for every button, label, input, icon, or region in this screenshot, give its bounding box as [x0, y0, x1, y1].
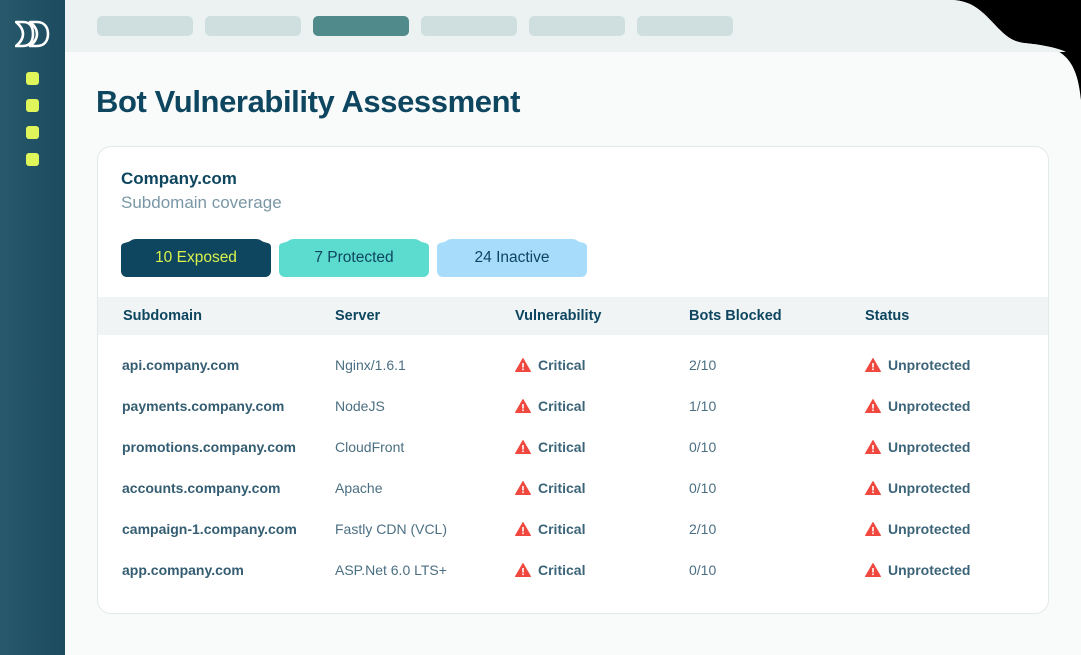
header-bots-blocked[interactable]: Bots Blocked — [689, 308, 782, 324]
warning-triangle-icon — [865, 521, 881, 536]
header-server[interactable]: Server — [335, 308, 381, 324]
warning-triangle-icon — [865, 439, 881, 454]
vulnerability-label: Critical — [538, 438, 586, 455]
card-subtitle: Subdomain coverage — [121, 193, 282, 212]
status-label: Unprotected — [888, 397, 971, 414]
vulnerability-cell: Critical — [490, 467, 664, 508]
subdomain-table: Subdomain Server Vulnerability Bots Bloc… — [98, 297, 1048, 590]
vulnerability-cell: Critical — [490, 426, 664, 467]
vulnerability-label: Critical — [538, 520, 586, 537]
coverage-filter-pills: 10 Exposed 7 Protected 24 Inactive — [121, 239, 587, 277]
subdomain-cell: accounts.company.com — [122, 479, 281, 496]
tab-6[interactable] — [637, 16, 733, 36]
vulnerability-cell: Critical — [490, 385, 664, 426]
top-tab-bar — [97, 16, 733, 36]
server-cell: Nginx/1.6.1 — [335, 356, 406, 373]
header-status[interactable]: Status — [865, 308, 910, 324]
table-row[interactable]: app.company.com ASP.Net 6.0 LTS+ Critica… — [98, 549, 1048, 590]
sidebar-nav-item-3[interactable] — [26, 126, 39, 139]
server-cell: NodeJS — [335, 397, 385, 414]
bots-blocked-cell: 2/10 — [689, 356, 717, 373]
vulnerability-label: Critical — [538, 479, 586, 496]
page-title: Bot Vulnerability Assessment — [96, 84, 521, 119]
table-body: api.company.com Nginx/1.6.1 Critical 2/1… — [98, 335, 1048, 590]
vulnerability-cell: Critical — [490, 344, 664, 385]
warning-triangle-icon — [865, 357, 881, 372]
protected-filter-pill[interactable]: 7 Protected — [279, 239, 429, 277]
warning-triangle-icon — [515, 357, 531, 372]
dd-logo-icon[interactable] — [15, 20, 51, 48]
bots-blocked-cell: 1/10 — [689, 397, 717, 414]
bots-blocked-cell: 0/10 — [689, 479, 717, 496]
warning-triangle-icon — [515, 480, 531, 495]
status-cell: Unprotected — [840, 549, 1048, 590]
status-label: Unprotected — [888, 561, 971, 578]
status-cell: Unprotected — [840, 467, 1048, 508]
subdomain-cell: promotions.company.com — [122, 438, 296, 455]
bots-blocked-cell: 2/10 — [689, 520, 717, 537]
inactive-pill-label: 24 Inactive — [474, 249, 550, 266]
status-cell: Unprotected — [840, 344, 1048, 385]
table-header: Subdomain Server Vulnerability Bots Bloc… — [98, 297, 1048, 335]
pill-shape — [437, 239, 587, 277]
warning-triangle-icon — [515, 398, 531, 413]
table-row[interactable]: promotions.company.com CloudFront Critic… — [98, 426, 1048, 467]
sidebar — [0, 0, 65, 655]
subdomain-coverage-card: Company.com Subdomain coverage 10 Expose… — [97, 146, 1049, 614]
table-row[interactable]: api.company.com Nginx/1.6.1 Critical 2/1… — [98, 344, 1048, 385]
header-vulnerability[interactable]: Vulnerability — [515, 308, 602, 324]
warning-triangle-icon — [515, 562, 531, 577]
warning-triangle-icon — [865, 562, 881, 577]
tab-2[interactable] — [205, 16, 301, 36]
warning-triangle-icon — [865, 398, 881, 413]
table-row[interactable]: campaign-1.company.com Fastly CDN (VCL) … — [98, 508, 1048, 549]
tab-5[interactable] — [529, 16, 625, 36]
subdomain-cell: api.company.com — [122, 356, 240, 373]
warning-triangle-icon — [515, 439, 531, 454]
header-subdomain[interactable]: Subdomain — [123, 308, 202, 324]
status-label: Unprotected — [888, 438, 971, 455]
exposed-filter-pill[interactable]: 10 Exposed — [121, 239, 271, 277]
card-title: Company.com — [121, 169, 237, 188]
protected-pill-label: 7 Protected — [314, 249, 394, 266]
inactive-filter-pill[interactable]: 24 Inactive — [437, 239, 587, 277]
pill-shape — [121, 239, 271, 277]
server-cell: ASP.Net 6.0 LTS+ — [335, 561, 447, 578]
status-cell: Unprotected — [840, 385, 1048, 426]
warning-triangle-icon — [515, 521, 531, 536]
status-cell: Unprotected — [840, 426, 1048, 467]
vulnerability-label: Critical — [538, 561, 586, 578]
status-label: Unprotected — [888, 520, 971, 537]
vulnerability-cell: Critical — [490, 508, 664, 549]
sidebar-nav-item-4[interactable] — [26, 153, 39, 166]
status-label: Unprotected — [888, 356, 971, 373]
subdomain-cell: payments.company.com — [122, 397, 285, 414]
tab-3-active[interactable] — [313, 16, 409, 36]
server-cell: Fastly CDN (VCL) — [335, 520, 448, 537]
tab-4[interactable] — [421, 16, 517, 36]
subdomain-cell: campaign-1.company.com — [122, 520, 297, 537]
sidebar-nav-item-1[interactable] — [26, 72, 39, 85]
status-label: Unprotected — [888, 479, 971, 496]
vulnerability-label: Critical — [538, 356, 586, 373]
vulnerability-label: Critical — [538, 397, 586, 414]
sidebar-nav — [26, 72, 39, 166]
server-cell: Apache — [335, 479, 383, 496]
warning-triangle-icon — [865, 480, 881, 495]
tab-1[interactable] — [97, 16, 193, 36]
table-row[interactable]: accounts.company.com Apache Critical 0/1… — [98, 467, 1048, 508]
sidebar-nav-item-2[interactable] — [26, 99, 39, 112]
status-cell: Unprotected — [840, 508, 1048, 549]
bots-blocked-cell: 0/10 — [689, 438, 717, 455]
subdomain-cell: app.company.com — [122, 561, 244, 578]
server-cell: CloudFront — [335, 438, 405, 455]
vulnerability-cell: Critical — [490, 549, 664, 590]
table-row[interactable]: payments.company.com NodeJS Critical 1/1… — [98, 385, 1048, 426]
bots-blocked-cell: 0/10 — [689, 561, 717, 578]
pill-shape — [279, 239, 429, 277]
exposed-pill-label: 10 Exposed — [155, 249, 237, 266]
